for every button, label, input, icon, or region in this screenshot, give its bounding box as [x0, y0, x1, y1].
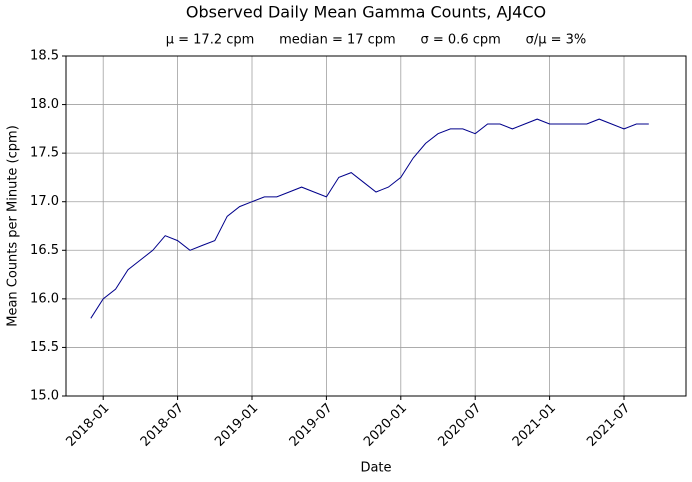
x-tick-label: 2018-01: [63, 401, 112, 450]
y-tick-label: 16.0: [30, 291, 59, 306]
y-tick-label: 18.5: [30, 49, 59, 64]
x-tick-label: 2020-07: [435, 401, 484, 450]
x-axis-label: Date: [360, 461, 391, 476]
y-tick-label: 15.0: [30, 389, 59, 404]
plot-frame: [65, 55, 687, 397]
y-tick-label: 18.0: [30, 97, 59, 112]
y-axis-label: Mean Counts per Minute (cpm): [6, 125, 21, 327]
x-tick-label: 2018-07: [138, 401, 187, 450]
y-tick-label: 15.5: [30, 340, 59, 355]
y-tick-label: 16.5: [30, 243, 59, 258]
y-tick-label: 17.0: [30, 194, 59, 209]
x-tick-label: 2021-01: [510, 401, 559, 450]
x-tick-label: 2020-01: [361, 401, 410, 450]
x-tick-label: 2021-07: [584, 401, 633, 450]
data-line: [90, 118, 649, 319]
chart-title: Observed Daily Mean Gamma Counts, AJ4CO: [186, 3, 546, 22]
y-tick-label: 17.5: [30, 146, 59, 161]
x-tick-label: 2019-07: [287, 401, 336, 450]
x-tick-label: 2019-01: [212, 401, 261, 450]
chart-subtitle: μ = 17.2 cpm median = 17 cpm σ = 0.6 cpm…: [166, 33, 587, 48]
